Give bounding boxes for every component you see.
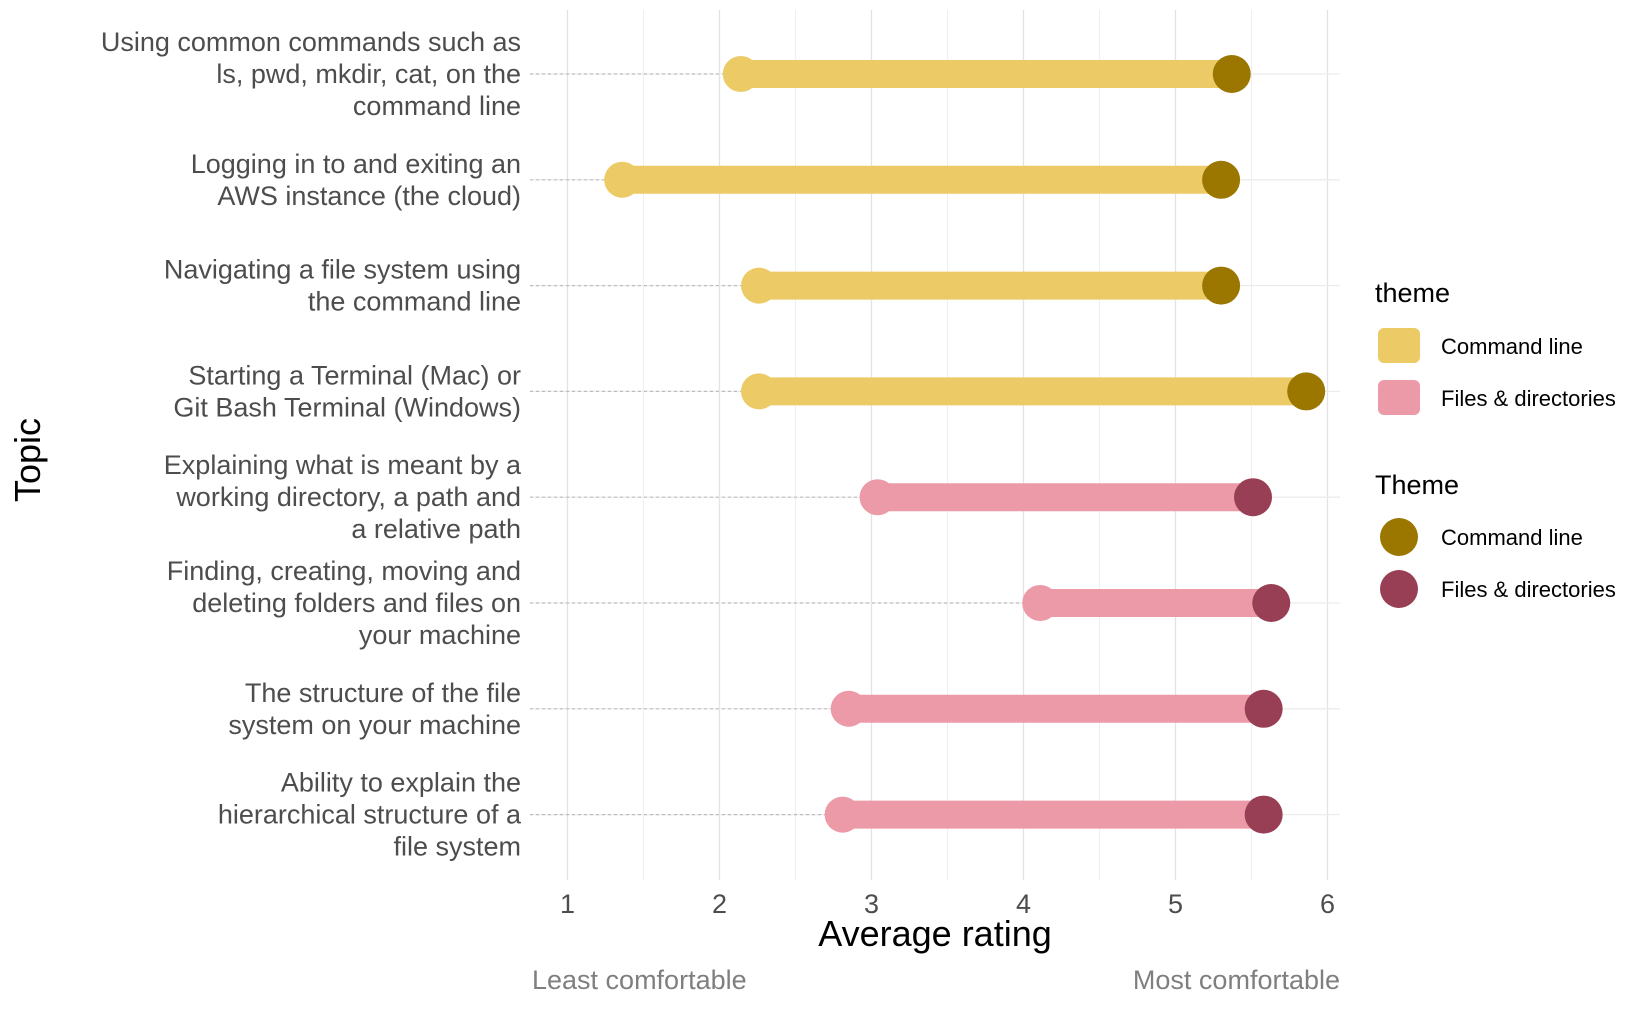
topic-label-line: working directory, a path and [175,482,521,512]
topic-label-line: system on your machine [228,710,521,740]
grid-lines [566,10,1329,880]
legend-label-point-command-line: Command line [1441,525,1583,550]
topic-label-line: Finding, creating, moving and [167,556,521,586]
topic-label-line: Navigating a file system using [164,255,521,285]
topic-label-line: Explaining what is meant by a [164,450,522,480]
topic-label-line: Using common commands such as [101,27,521,57]
start-point-command-line [741,267,778,304]
end-point-command-line [1202,160,1241,199]
end-point-files-directories [1244,795,1283,834]
end-point-files-directories [1234,478,1273,517]
topic-label-line: hierarchical structure of a [218,800,522,830]
start-point-command-line [741,373,778,410]
legend-key-point-files-directories [1380,570,1418,608]
topic-label-line: deleting folders and files on [192,588,521,618]
x-axis-title: Average rating [818,913,1052,954]
topic-label: Explaining what is meant by a working dir… [164,450,522,544]
topic-label: Using common commands such as ls, pwd, mk… [101,27,521,121]
x-tick-label: 6 [1320,889,1335,919]
legend-key-bar-command-line [1378,328,1420,363]
legend-title-bar-theme: theme [1375,278,1450,308]
end-point-command-line [1212,55,1251,93]
x-tick-label: 1 [560,889,575,919]
x-tick-label: 3 [864,889,879,919]
end-point-files-directories [1244,689,1283,728]
least-comfortable-caption: Least comfortable [532,965,747,995]
legend: theme Command line Files & directories T… [1375,278,1616,608]
start-point-files-directories [824,796,861,833]
end-point-command-line [1202,266,1241,305]
legend-key-point-command-line [1380,518,1418,556]
topic-label-line: Logging in to and exiting an [191,149,521,179]
start-point-command-line [604,161,641,198]
topic-label: Finding, creating, moving and deleting fo… [167,556,521,650]
x-tick-label: 2 [712,889,727,919]
topic-label-line: Ability to explain the [281,768,521,798]
end-point-command-line [1287,372,1326,411]
bars [604,55,1326,834]
topic-label: Starting a Terminal (Mac) or Git Bash Ter… [173,360,521,422]
y-axis-title: Topic [7,418,48,502]
legend-key-bar-files-directories [1378,380,1420,415]
start-point-files-directories [1022,585,1059,621]
legend-label-bar-files-directories: Files & directories [1441,386,1616,411]
topic-label: Logging in to and exiting an AWS instance… [191,149,521,211]
topic-label-line: The structure of the file [245,678,521,708]
start-point-files-directories [859,479,896,516]
topic-label-line: Git Bash Terminal (Windows) [173,392,521,422]
topic-label-line: Starting a Terminal (Mac) or [188,360,521,390]
y-axis-labels: Using common commands such as ls, pwd, mk… [101,27,522,862]
x-axis-ticks: 1 2 3 4 5 6 [560,889,1335,919]
start-point-files-directories [830,690,867,727]
topic-label-line: command line [353,91,521,121]
topic-label: Ability to explain the hierarchical struc… [218,768,522,862]
start-point-command-line [722,56,759,92]
topic-label: Navigating a file system using the comman… [164,255,521,317]
legend-label-point-files-directories: Files & directories [1441,577,1616,602]
x-tick-label: 5 [1168,889,1183,919]
topic-label-line: your machine [359,620,521,650]
topic-label-line: AWS instance (the cloud) [217,181,521,211]
end-point-files-directories [1252,584,1291,622]
topic-label-line: ls, pwd, mkdir, cat, on the [216,59,521,89]
topic-label: The structure of the file system on your … [228,678,521,740]
legend-label-bar-command-line: Command line [1441,334,1583,359]
x-tick-label: 4 [1016,889,1031,919]
most-comfortable-caption: Most comfortable [1133,965,1340,995]
topic-label-line: the command line [308,287,521,317]
topic-label-line: file system [393,832,521,862]
topic-label-line: a relative path [351,514,521,544]
legend-title-point-theme: Theme [1375,470,1459,500]
